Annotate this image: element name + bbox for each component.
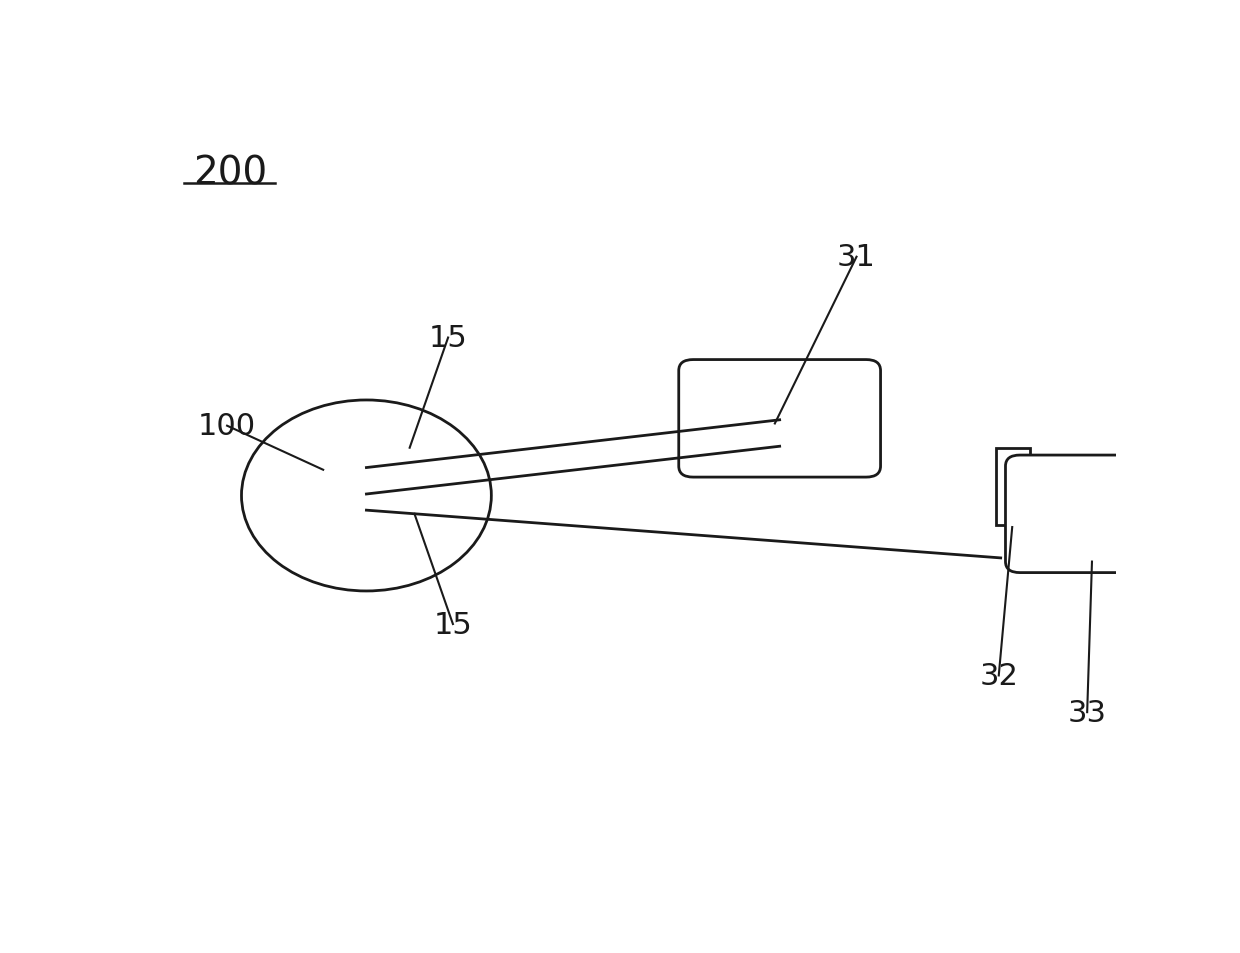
- Text: 31: 31: [837, 243, 875, 272]
- Bar: [996, 448, 1029, 525]
- Text: 15: 15: [434, 610, 472, 639]
- FancyBboxPatch shape: [1006, 456, 1226, 573]
- FancyBboxPatch shape: [678, 360, 880, 477]
- Text: 33: 33: [1068, 698, 1106, 727]
- Text: 100: 100: [198, 412, 257, 440]
- Text: 32: 32: [980, 661, 1018, 690]
- Text: 15: 15: [429, 324, 467, 353]
- Text: 200: 200: [193, 154, 268, 193]
